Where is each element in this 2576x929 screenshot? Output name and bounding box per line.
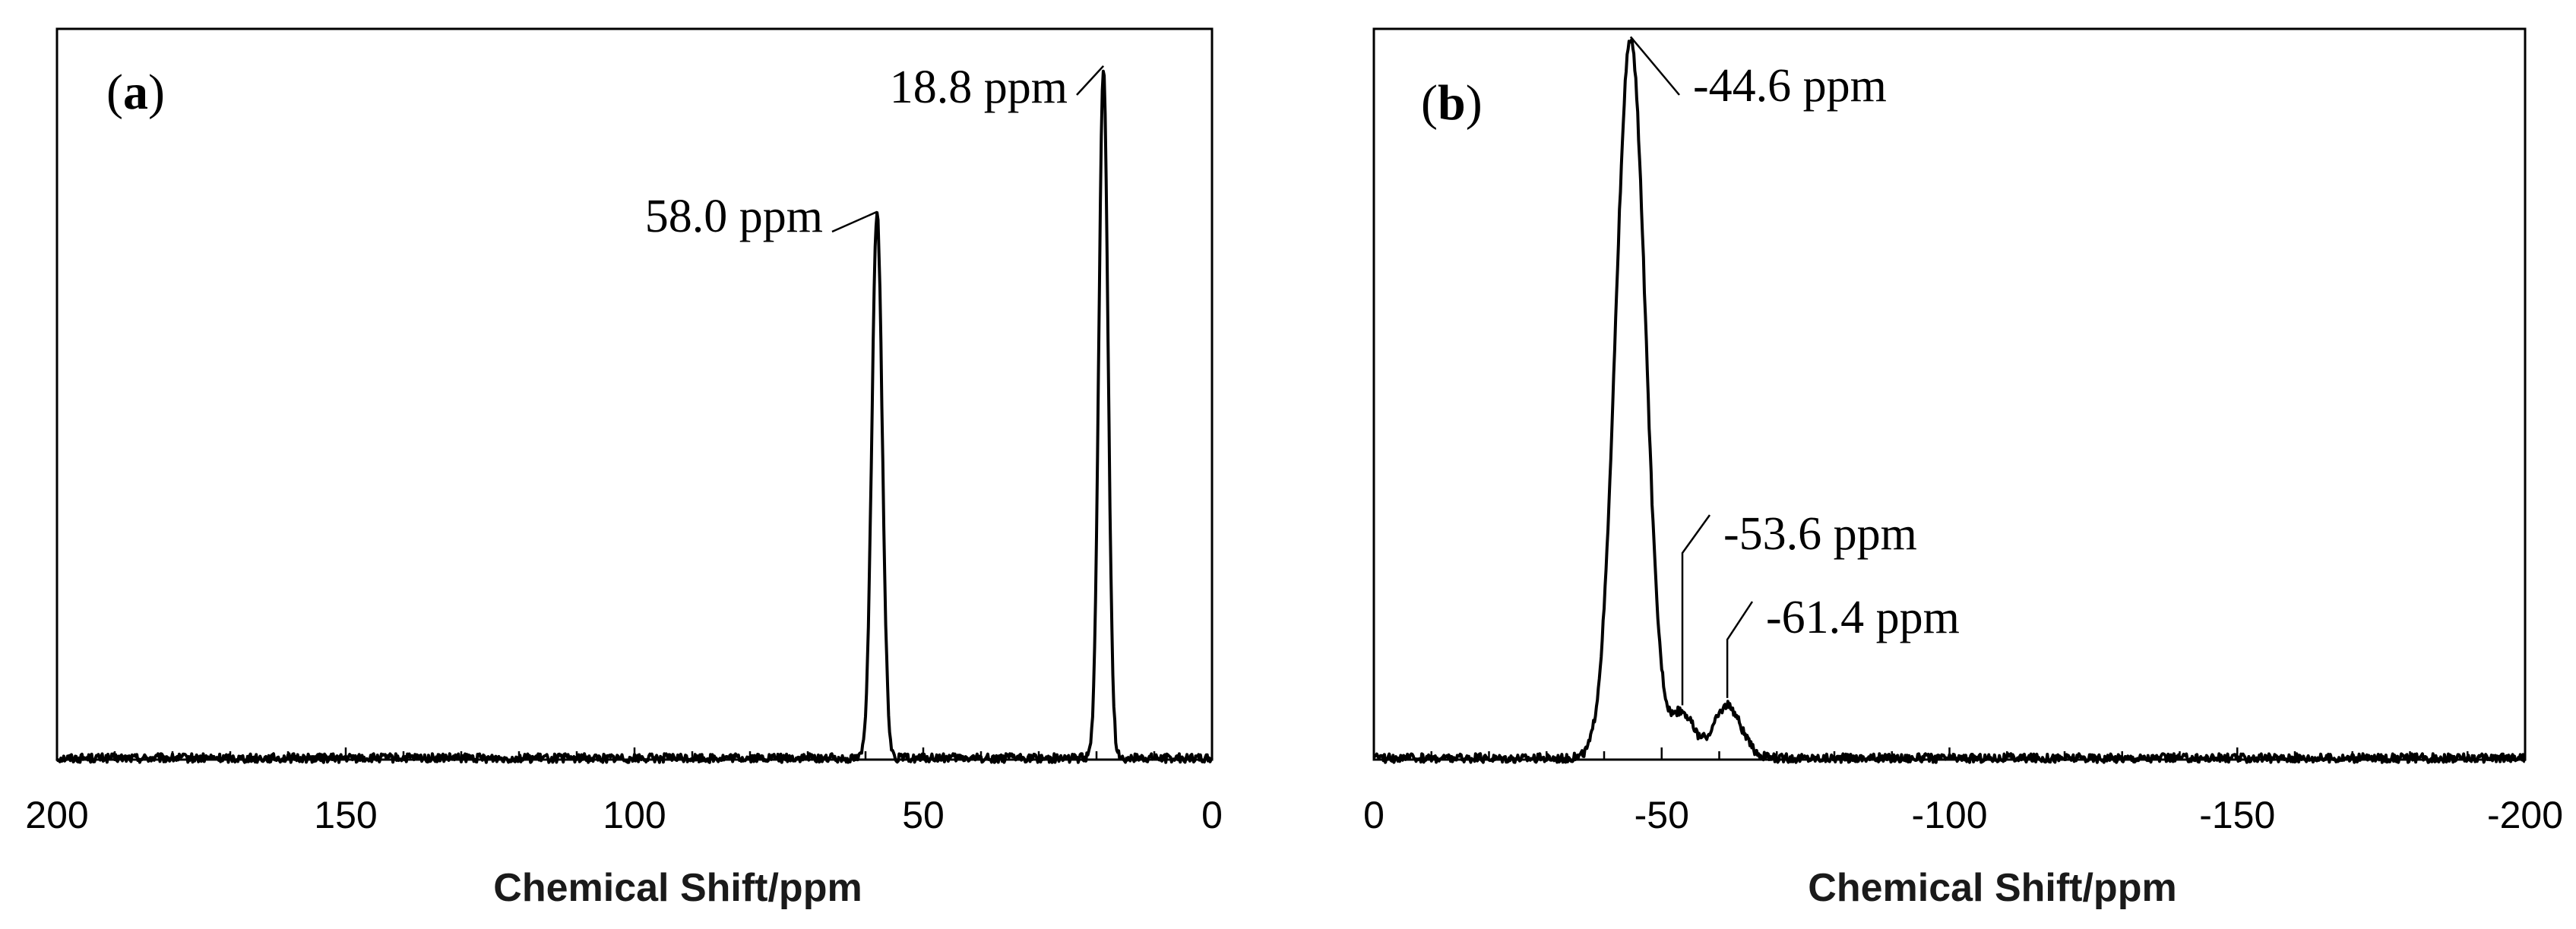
peak-annotation: -53.6 ppm [1723,508,1917,560]
plot-frame-a [55,27,1214,761]
ticks-a: 200 150 100 50 0 [25,747,1223,836]
peak-annotation: -44.6 ppm [1693,60,1887,112]
peak-annotation: 18.8 ppm [890,62,1068,113]
peak-leader-line [1629,36,1680,96]
leaders-b [1629,36,1754,706]
x-tick-label: -100 [1911,794,1987,836]
x-axis-label-a: Chemical Shift/ppm [493,866,862,910]
plot-frame-b [1372,27,2527,761]
x-tick-label: 150 [314,794,377,836]
x-tick-label: -200 [2487,794,2563,836]
panel-label-b: (b) [1421,75,1483,131]
x-tick-label: -50 [1635,794,1689,836]
x-tick-label: 0 [1201,794,1223,836]
spectrum-line-a [55,69,1214,764]
x-tick-label: 0 [1363,794,1385,836]
ticks-b: 0 -50 -100 -150 -200 [1363,747,2563,836]
panel-label-a: (a) [106,65,165,120]
panel-a: 200 150 100 50 0 58.0 ppm 18.8 ppm (a) Chemic… [25,27,1223,910]
annotations-a: 58.0 ppm 18.8 ppm [645,62,1068,242]
panel-b: 0 -50 -100 -150 -200 -44.6 ppm -53.6 ppm -61.4… [1363,27,2563,910]
peak-annotation: -61.4 ppm [1766,592,1960,643]
x-tick-label: 50 [902,794,945,836]
x-tick-label: 200 [25,794,88,836]
annotations-b: -44.6 ppm -53.6 ppm -61.4 ppm [1693,60,1960,643]
x-tick-label: 100 [603,794,666,836]
peak-leader-line [1076,65,1105,96]
leaders-a [831,65,1105,233]
x-axis-label-b: Chemical Shift/ppm [1808,866,2176,910]
peak-leader-line [831,210,878,233]
peak-leader-line [1726,601,1754,698]
x-tick-label: -150 [2199,794,2275,836]
spectrum-line-b [1372,37,2526,764]
peak-leader-line [1681,514,1711,706]
peak-annotation: 58.0 ppm [645,191,823,242]
